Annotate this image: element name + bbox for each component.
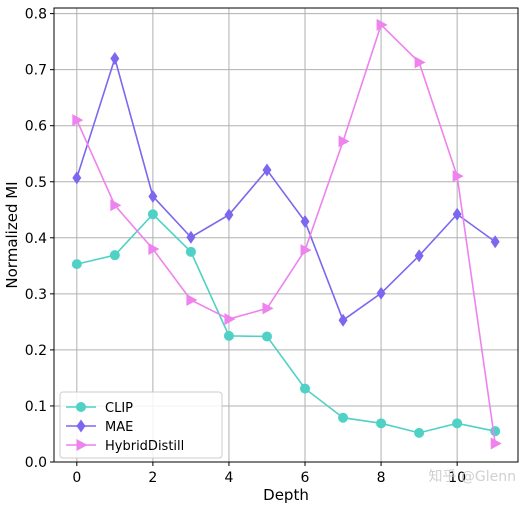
data-point-clip: [300, 383, 311, 394]
series-clip: [71, 209, 501, 438]
series-line-hybriddistill: [76, 23, 496, 444]
data-point-mae: [72, 171, 82, 185]
data-point-hybriddistill: [110, 199, 122, 212]
data-point-mae: [186, 230, 196, 244]
data-point-clip: [223, 330, 234, 341]
x-tick-label: 8: [377, 470, 386, 486]
y-tick-label: 0.3: [25, 287, 47, 303]
x-axis-ticks: 0 2 4 6 8 10: [72, 462, 466, 486]
y-tick-label: 0.2: [25, 343, 47, 359]
data-point-hybriddistill: [376, 18, 388, 31]
series-layer: [71, 18, 502, 450]
legend-box: [59, 391, 223, 459]
data-point-hybriddistill: [452, 170, 464, 183]
y-tick-label: 0.7: [25, 63, 47, 79]
data-point-clip: [147, 209, 158, 220]
data-point-clip: [109, 250, 120, 261]
data-point-mae: [224, 208, 234, 222]
data-point-mae: [452, 207, 462, 221]
x-tick-label: 10: [448, 470, 466, 486]
data-point-clip: [261, 331, 272, 342]
data-point-hybriddistill: [72, 114, 84, 127]
legend: CLIP MAE HybridDistill: [59, 391, 223, 459]
data-point-mae: [262, 163, 272, 177]
plot-frame: [53, 7, 519, 463]
x-tick-label: 4: [224, 470, 233, 486]
data-point-hybriddistill: [224, 313, 236, 326]
data-point-clip: [376, 418, 387, 429]
data-point-mae: [110, 51, 120, 65]
data-point-hybriddistill: [148, 243, 160, 256]
x-tick-label: 6: [301, 470, 310, 486]
data-point-clip: [71, 259, 82, 270]
y-tick-label: 0.1: [25, 399, 47, 415]
data-point-hybriddistill: [186, 294, 198, 307]
y-axis-ticks: 0.0 0.1 0.2 0.3 0.4 0.5 0.6 0.7 0.8: [25, 7, 54, 471]
y-tick-label: 0.5: [25, 175, 47, 191]
legend-label-mae: MAE: [105, 420, 133, 435]
y-tick-label: 0.0: [25, 455, 47, 471]
data-point-mae: [300, 215, 310, 229]
data-point-mae: [148, 189, 158, 203]
data-point-hybriddistill: [338, 135, 350, 148]
y-tick-label: 0.6: [25, 119, 47, 135]
series-mae: [72, 51, 500, 327]
data-point-mae: [490, 235, 500, 249]
data-point-mae: [414, 249, 424, 263]
x-axis-label: Depth: [263, 486, 309, 504]
data-point-hybriddistill: [490, 437, 502, 450]
data-point-mae: [338, 313, 348, 327]
legend-marker-mae: [76, 419, 86, 433]
data-point-clip: [185, 246, 196, 257]
series-hybriddistill: [72, 18, 502, 450]
x-tick-label: 2: [148, 470, 157, 486]
y-axis-label: Normalized MI: [3, 181, 21, 288]
legend-marker-clip: [76, 402, 86, 412]
series-line-clip: [76, 213, 496, 434]
data-point-hybriddistill: [300, 244, 312, 257]
data-point-clip: [490, 426, 501, 437]
data-point-hybriddistill: [414, 56, 426, 69]
data-point-mae: [376, 286, 386, 300]
watermark-text: 知乎 @Glenn: [428, 469, 516, 485]
data-point-clip: [338, 412, 349, 423]
y-tick-label: 0.4: [25, 231, 47, 247]
y-tick-label: 0.8: [25, 7, 47, 23]
data-point-clip: [452, 418, 463, 429]
x-tick-label: 0: [72, 470, 81, 486]
data-point-clip: [414, 427, 425, 438]
legend-label-clip: CLIP: [105, 401, 133, 416]
data-point-hybriddistill: [262, 302, 274, 315]
legend-marker-hybriddistill: [76, 439, 88, 451]
legend-label-hybriddistill: HybridDistill: [105, 439, 184, 454]
series-line-mae: [76, 55, 496, 322]
